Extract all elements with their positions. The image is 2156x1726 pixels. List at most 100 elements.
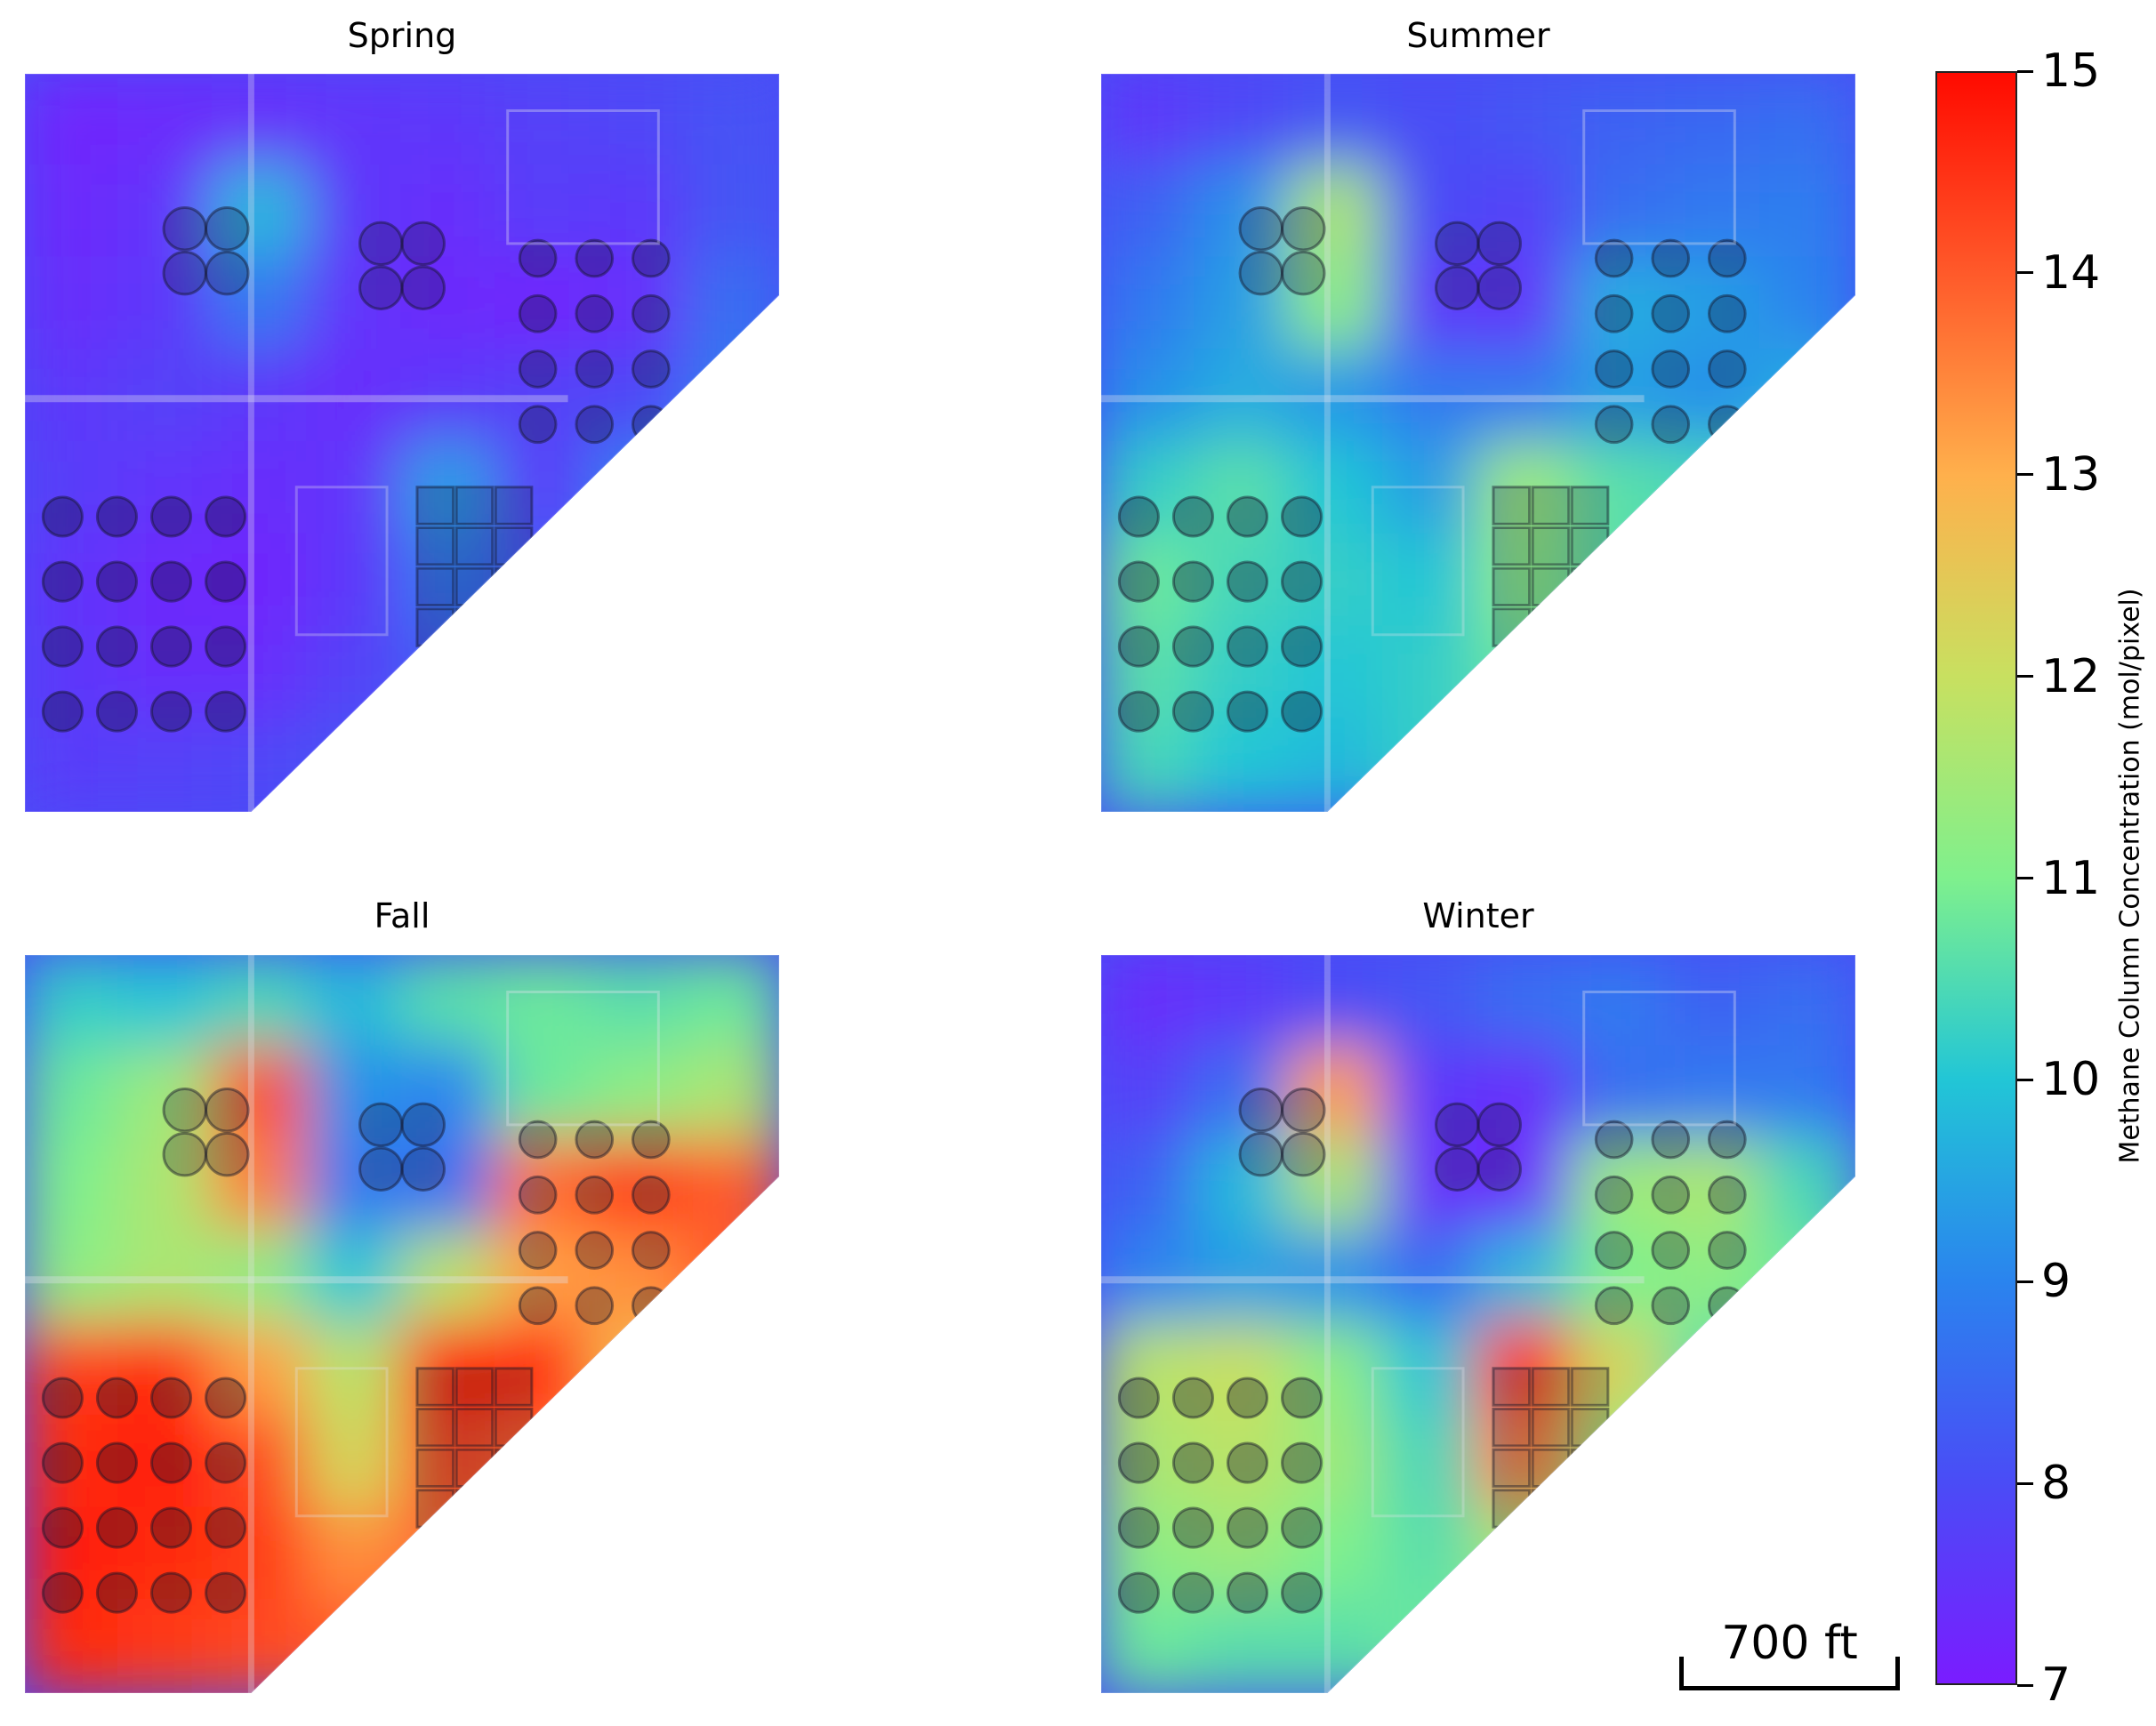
heat-cell — [400, 256, 498, 353]
heat-cell — [1476, 718, 1574, 812]
heat-cell — [1759, 1322, 1855, 1418]
heat-cell — [306, 1414, 404, 1511]
heat-cell — [1194, 1506, 1291, 1603]
heat-cell — [1759, 1045, 1855, 1142]
heat-cell — [400, 441, 498, 537]
heat-cell — [683, 164, 779, 261]
heat-cell — [117, 441, 215, 537]
heat-cell — [1665, 955, 1763, 1049]
heat-cell — [212, 349, 310, 445]
colorbar-tick-label: 9 — [2041, 1255, 2072, 1309]
heat-cell — [1194, 1599, 1291, 1693]
heat-cell — [1665, 441, 1763, 537]
heat-cell — [1288, 1045, 1386, 1142]
heat-cell — [1194, 955, 1291, 1049]
heatmap-summer — [1101, 74, 1855, 812]
heat-cell — [1476, 1506, 1574, 1603]
heat-cell — [1759, 256, 1855, 353]
heat-cell — [683, 1322, 779, 1418]
heat-cell — [1476, 625, 1574, 722]
heat-cell — [1194, 164, 1291, 261]
heat-cell — [1194, 625, 1291, 722]
heat-cell — [1288, 625, 1386, 722]
heat-cell — [495, 1506, 592, 1603]
heat-cell — [400, 1230, 498, 1326]
colorbar-tick-label: 12 — [2041, 649, 2101, 703]
heat-cell — [306, 1506, 404, 1603]
heat-cell — [1101, 1506, 1197, 1603]
heat-cell — [1194, 1230, 1291, 1326]
heat-cell — [1382, 955, 1480, 1049]
heat-cell — [1665, 1414, 1763, 1511]
heat-cell — [306, 1322, 404, 1418]
heat-cell — [1101, 1599, 1197, 1693]
heat-cell — [117, 1230, 215, 1326]
heat-cell — [1476, 1137, 1574, 1234]
heat-cell — [1288, 1137, 1386, 1234]
heat-cell — [212, 1322, 310, 1418]
heatmap-winter — [1101, 955, 1855, 1693]
heat-cell — [1476, 1045, 1574, 1142]
colorbar-tick — [2017, 271, 2033, 275]
heat-cell — [1101, 955, 1197, 1049]
heat-cell — [1571, 74, 1669, 168]
heat-cell — [589, 1137, 687, 1234]
heat-cell — [1665, 74, 1763, 168]
heat-cell — [1665, 533, 1763, 630]
heat-cell — [683, 441, 779, 537]
heat-cell — [1194, 533, 1291, 630]
heat-cell — [306, 625, 404, 722]
heat-cell — [495, 1045, 592, 1142]
colorbar-tick — [2017, 675, 2033, 678]
heat-cell — [1382, 1137, 1480, 1234]
panel-title-spring: Spring — [347, 16, 457, 55]
heat-cell — [212, 256, 310, 353]
heat-cell — [25, 1230, 121, 1326]
heat-cell — [1288, 955, 1386, 1049]
heat-cell — [1288, 533, 1386, 630]
heat-cell — [1382, 349, 1480, 445]
colorbar-tick — [2017, 69, 2033, 73]
heat-cell — [1382, 74, 1480, 168]
heatmap-spring — [25, 74, 779, 812]
heat-cell — [1101, 1230, 1197, 1326]
heat-cell — [1101, 533, 1197, 630]
colorbar-tick-label: 14 — [2041, 245, 2101, 300]
heat-cell — [25, 1045, 121, 1142]
heat-cell — [400, 718, 498, 812]
heat-cell — [1101, 1322, 1197, 1418]
heat-cell — [1194, 441, 1291, 537]
heat-cell — [306, 1599, 404, 1693]
heat-cell — [212, 164, 310, 261]
heat-cell — [1382, 718, 1480, 812]
heat-cell — [306, 718, 404, 812]
heat-cell — [495, 256, 592, 353]
heat-cell — [495, 164, 592, 261]
heat-cell — [589, 1414, 687, 1511]
heat-cell — [1101, 718, 1197, 812]
heat-cell — [1665, 1137, 1763, 1234]
heat-cell — [306, 74, 404, 168]
heat-cell — [117, 164, 215, 261]
heat-cell — [589, 256, 687, 353]
heat-cell — [306, 349, 404, 445]
heat-cell — [1101, 1414, 1197, 1511]
heat-cell — [683, 1230, 779, 1326]
heat-cell — [306, 533, 404, 630]
heat-cell — [400, 1322, 498, 1418]
heat-cell — [1665, 1045, 1763, 1142]
heat-cell — [212, 74, 310, 168]
heat-cell — [25, 1599, 121, 1693]
heat-cell — [1571, 164, 1669, 261]
heat-cell — [683, 1045, 779, 1142]
scale-bar-label: 700 ft — [1721, 1617, 1858, 1670]
heat-cell — [1288, 1414, 1386, 1511]
heat-cell — [117, 718, 215, 812]
heat-cell — [400, 1599, 498, 1693]
heat-cell — [306, 441, 404, 537]
heat-cell — [1759, 1230, 1855, 1326]
colorbar-tick — [2017, 1280, 2033, 1283]
panel-title-summer: Summer — [1406, 16, 1550, 55]
heat-cell — [25, 74, 121, 168]
heat-cell — [1476, 1230, 1574, 1326]
